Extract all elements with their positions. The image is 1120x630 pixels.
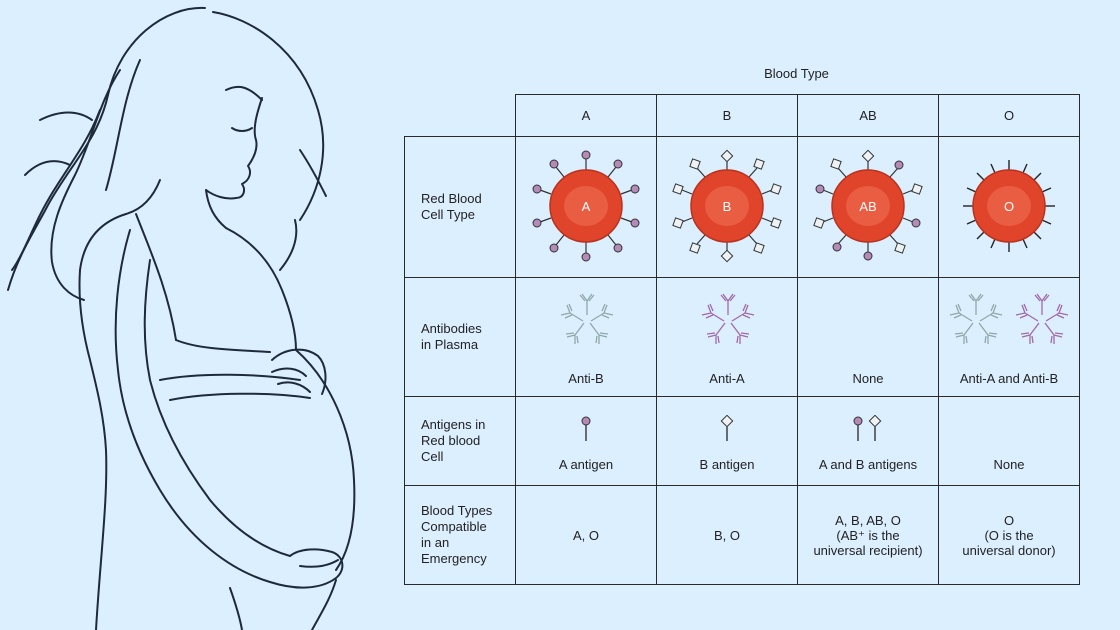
- antigens-cell-a: A antigen: [515, 396, 657, 486]
- a-and-b-antigen-icon: [853, 415, 882, 441]
- compatible-value-ab: A, B, AB, O (AB⁺ is the universal recipi…: [797, 485, 939, 585]
- antibodies-row: Antibodies in Plasma Anti-B: [404, 277, 1080, 397]
- compatible-value-b: B, O: [656, 485, 798, 585]
- red-blood-cell-a-icon: A: [532, 150, 640, 261]
- red-blood-cell-o-icon: O: [963, 159, 1055, 252]
- row-header-compatible: Blood Types Compatible in an Emergency: [404, 485, 516, 585]
- antibody-value-o: Anti-A and Anti-B: [959, 371, 1059, 386]
- antigen-value-o: None: [993, 457, 1025, 472]
- antigens-cell-b: B antigen: [656, 396, 798, 486]
- antibody-value-ab: None: [852, 371, 884, 386]
- anti-b-antibody-icon: [949, 293, 1003, 344]
- pregnant-woman-illustration: [7, 6, 356, 630]
- row-header-antibodies: Antibodies in Plasma: [404, 277, 516, 397]
- compatible-row: Blood Types Compatible in an Emergency A…: [404, 485, 1080, 585]
- antibodies-cell-b: Anti-A: [656, 277, 798, 397]
- rbc-cell-ab: AB: [797, 136, 939, 278]
- red-blood-cell-b-icon: B: [672, 149, 782, 262]
- antigen-value-ab: A and B antigens: [818, 457, 918, 472]
- b-antigen-icon: [720, 415, 734, 441]
- a-antigen-icon: [581, 416, 591, 441]
- rbc-cell-b: B: [656, 136, 798, 278]
- rbc-label-a: A: [582, 199, 591, 214]
- row-header-rbc: Red Blood Cell Type: [404, 136, 516, 278]
- antibodies-cell-a: Anti-B: [515, 277, 657, 397]
- antibodies-cell-ab: None: [797, 277, 939, 397]
- antibodies-cell-o: Anti-A and Anti-B: [938, 277, 1080, 397]
- antigens-cell-o: None: [938, 396, 1080, 486]
- compatible-value-a: A, O: [515, 485, 657, 585]
- rbc-cell-o: O: [938, 136, 1080, 278]
- column-header-ab: AB: [797, 94, 939, 137]
- blood-type-table: A B AB O Red Blood Cell Type: [404, 94, 1080, 585]
- column-header-a: A: [515, 94, 657, 137]
- antigen-value-a: A antigen: [558, 457, 614, 472]
- anti-a-antibody-icon: [701, 293, 755, 344]
- red-blood-cell-ab-icon: AB: [813, 149, 923, 260]
- compatible-value-o: O (O is the universal donor): [938, 485, 1080, 585]
- rbc-label-o: O: [1004, 199, 1014, 214]
- antigens-cell-ab: A and B antigens: [797, 396, 939, 486]
- rbc-cell-a: A: [515, 136, 657, 278]
- column-header-b: B: [656, 94, 798, 137]
- corner-cell: [404, 94, 516, 137]
- antibody-value-a: Anti-B: [568, 371, 604, 386]
- anti-b-antibody-icon: [560, 293, 614, 344]
- rbc-label-ab: AB: [859, 199, 876, 214]
- table-title: Blood Type: [764, 66, 829, 81]
- column-header-o: O: [938, 94, 1080, 137]
- rbc-label-b: B: [723, 199, 732, 214]
- anti-a-antibody-icon: [1015, 293, 1069, 344]
- antibody-value-b: Anti-A: [709, 371, 745, 386]
- antigen-value-b: B antigen: [699, 457, 755, 472]
- antigens-row: Antigens in Red blood Cell A antigen B a…: [404, 396, 1080, 486]
- header-row: A B AB O: [404, 94, 1080, 137]
- rbc-row: Red Blood Cell Type A: [404, 136, 1080, 278]
- row-header-antigens: Antigens in Red blood Cell: [404, 396, 516, 486]
